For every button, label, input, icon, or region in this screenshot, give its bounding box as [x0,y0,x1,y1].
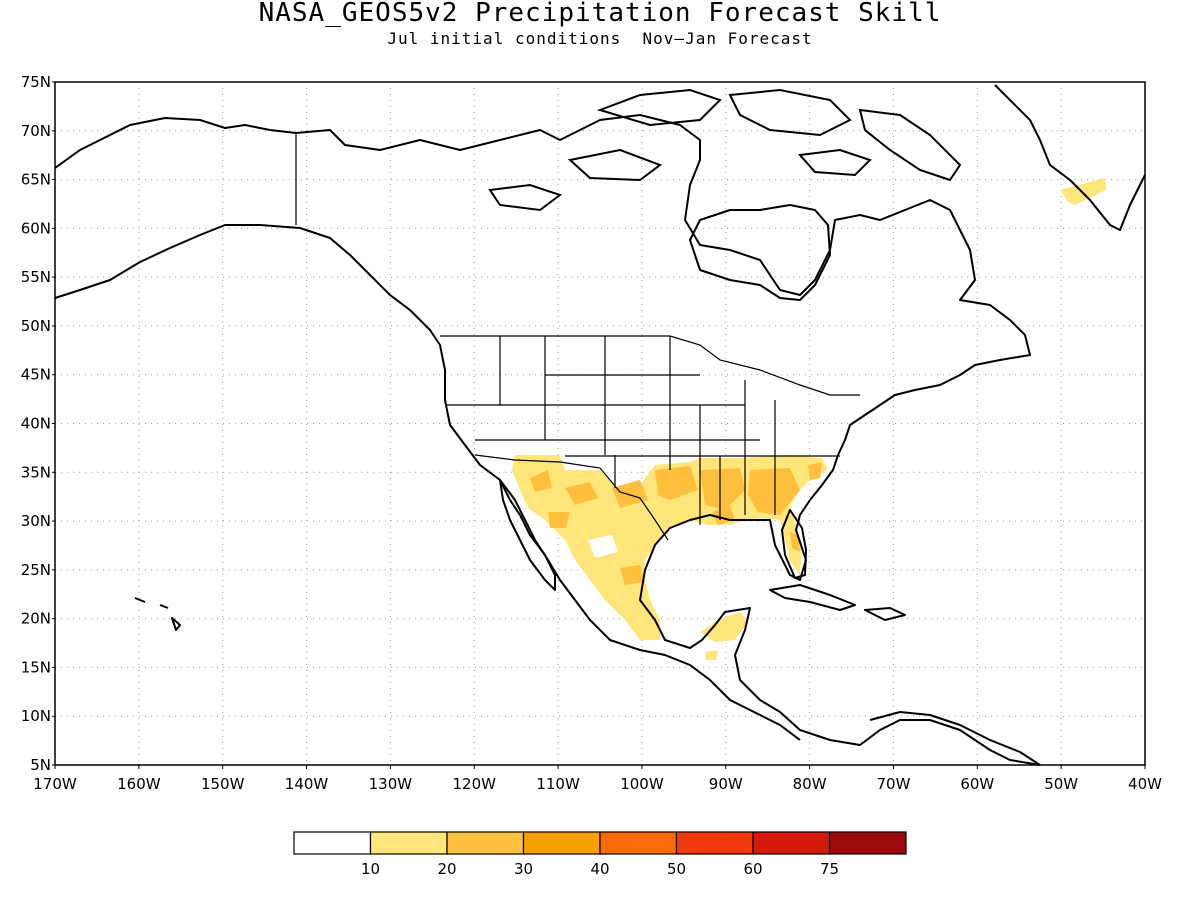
lat-tick-label: 20N [21,610,51,628]
skill-region-sw-us-mexico [512,455,828,640]
arctic-islands [488,88,962,212]
lat-tick-label: 65N [21,171,51,189]
lat-tick-label: 70N [21,122,51,140]
lon-tick-label: 150W [201,775,245,793]
colorbar-swatch [675,831,754,855]
lat-tick-label: 45N [21,366,51,384]
lon-tick-label: 70W [877,775,911,793]
lon-tick-label: 170W [33,775,77,793]
lon-tick-label: 130W [369,775,413,793]
colorbar: 10 20 30 40 50 60 75 [293,831,907,878]
lat-tick-label: 30N [21,512,51,530]
lon-tick-label: 60W [960,775,994,793]
colorbar-label: 10 [361,860,380,878]
colorbar-label: 30 [514,860,533,878]
map-frame [54,81,1146,766]
skill-holes [525,515,618,558]
colorbar-swatch [293,831,372,855]
colorbar-swatch [752,831,831,855]
coastlines [54,84,1146,766]
graticule [55,82,1145,765]
colorbar-label: 40 [590,860,609,878]
colorbar-label: 60 [743,860,762,878]
skill-region-greenland [1060,178,1106,205]
latitude-labels: 75N 70N 65N 60N 55N 50N 45N 40N 35N 30N 25N 20N 15N 1… [21,73,55,774]
colorbar-swatch [446,831,525,855]
lon-tick-label: 40W [1128,775,1162,793]
lon-tick-label: 90W [709,775,743,793]
colorbar-swatch [599,831,678,855]
lon-tick-label: 50W [1044,775,1078,793]
map-title: NASA_GEOS5v2 Precipitation Forecast Skil… [258,0,942,28]
colorbar-label: 20 [437,860,456,878]
political-borders [295,133,860,541]
lat-tick-label: 55N [21,268,51,286]
lon-tick-label: 160W [117,775,161,793]
lon-tick-label: 110W [536,775,580,793]
lat-tick-label: 25N [21,561,51,579]
skill-region-c-america [705,650,718,660]
colorbar-label: 75 [820,860,839,878]
lon-tick-label: 100W [620,775,664,793]
colorbar-swatch [828,831,907,855]
skill-20-30-spots [530,462,822,585]
skill-region-yucatan [700,612,748,642]
lat-tick-label: 60N [21,219,51,237]
lat-tick-label: 15N [21,658,51,676]
skill-shading [512,178,1106,660]
lat-tick-label: 5N [30,756,51,774]
colorbar-swatch [522,831,601,855]
lon-tick-label: 140W [285,775,329,793]
lat-tick-label: 75N [21,73,51,91]
colorbar-swatch [369,831,448,855]
lon-tick-label: 80W [793,775,827,793]
longitude-labels: 170W 160W 150W 140W 130W 120W 110W 100W 90W 80W 70… [33,765,1162,793]
lat-tick-label: 10N [21,707,51,725]
colorbar-label: 50 [667,860,686,878]
lat-tick-label: 50N [21,317,51,335]
map-subtitle: Jul initial conditions Nov—Jan Forecast [387,29,813,48]
lat-tick-label: 35N [21,463,51,481]
lon-tick-label: 120W [452,775,496,793]
lat-tick-label: 40N [21,415,51,433]
